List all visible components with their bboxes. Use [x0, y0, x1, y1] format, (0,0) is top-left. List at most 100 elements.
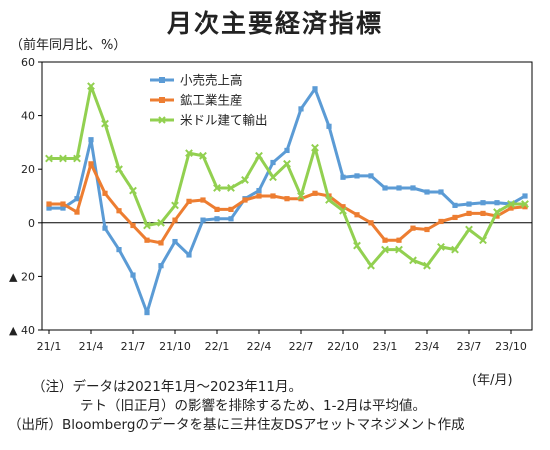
- data-point-marker: [466, 210, 472, 217]
- data-point-marker: [367, 261, 375, 270]
- data-point-marker: [451, 245, 459, 254]
- data-point-marker: [284, 196, 290, 202]
- data-point-marker: [143, 221, 151, 230]
- x-tick-label: 23/1: [373, 340, 398, 353]
- data-point-marker: [438, 189, 444, 195]
- x-tick-label: 22/10: [327, 340, 359, 353]
- data-point-marker: [297, 192, 305, 200]
- data-point-marker: [465, 225, 473, 234]
- data-point-marker: [73, 154, 81, 163]
- data-point-marker: [115, 165, 123, 174]
- data-point-marker: [522, 204, 528, 210]
- data-point-marker: [354, 173, 360, 179]
- x-tick-label: 23/7: [457, 340, 482, 353]
- data-point-marker: [452, 202, 458, 208]
- data-point-marker: [396, 237, 402, 243]
- data-point-marker: [326, 123, 332, 129]
- data-point-marker: [116, 247, 122, 253]
- data-point-marker: [410, 225, 416, 231]
- data-point-marker: [46, 205, 52, 211]
- x-tick-label: 22/7: [289, 340, 314, 353]
- data-point-marker: [158, 240, 164, 246]
- plot-area-frame: [41, 61, 533, 331]
- legend-label: 米ドル建て輸出: [180, 113, 268, 128]
- y-tick-label: 20: [21, 163, 35, 176]
- data-point-marker: [60, 201, 66, 207]
- data-point-marker: [200, 197, 206, 203]
- data-point-marker: [213, 184, 221, 192]
- note-source: （出所）Bloombergのデータを基に三井住友DSアセットマネジメント作成: [8, 417, 465, 433]
- data-point-marker: [494, 213, 500, 219]
- data-point-marker: [452, 214, 458, 221]
- data-point-marker: [74, 196, 80, 202]
- legend-marker: [159, 77, 165, 83]
- data-point-marker: [144, 309, 150, 316]
- data-point-marker: [466, 201, 472, 207]
- data-point-marker: [158, 263, 164, 269]
- data-point-marker: [186, 198, 192, 204]
- data-point-marker: [101, 119, 109, 128]
- footnotes: （注）データは2021年1月～2023年11月。 テト（旧正月）の影響を排除する…: [8, 378, 548, 435]
- data-point-marker: [312, 190, 318, 196]
- data-point-marker: [507, 200, 515, 208]
- x-tick-label: 21/7: [121, 340, 146, 353]
- data-point-marker: [339, 206, 347, 215]
- x-tick-label: 21/1: [37, 340, 62, 353]
- data-point-marker: [396, 185, 402, 191]
- y-tick-label: 60: [21, 56, 35, 69]
- data-point-marker: [185, 149, 193, 158]
- data-point-marker: [102, 190, 108, 196]
- data-point-marker: [283, 159, 291, 168]
- data-point-marker: [368, 173, 374, 179]
- data-point-marker: [410, 185, 416, 191]
- data-point-marker: [395, 245, 403, 254]
- data-point-marker: [522, 193, 528, 199]
- legend-marker: [158, 116, 166, 124]
- data-point-marker: [144, 237, 150, 243]
- data-point-marker: [298, 106, 304, 112]
- x-axis-unit-label: (年/月): [472, 373, 513, 388]
- data-point-marker: [480, 200, 486, 206]
- data-point-marker: [311, 143, 319, 152]
- data-point-marker: [493, 208, 501, 216]
- data-point-marker: [381, 245, 389, 254]
- data-point-marker: [255, 151, 263, 160]
- data-point-marker: [157, 218, 165, 227]
- data-point-marker: [423, 261, 431, 270]
- data-point-marker: [270, 193, 276, 199]
- data-point-marker: [284, 147, 290, 154]
- data-point-marker: [60, 205, 66, 211]
- legend-label: 小売売上高: [180, 73, 243, 88]
- data-point-marker: [172, 217, 178, 223]
- data-point-marker: [340, 204, 346, 210]
- x-tick-label: 22/4: [247, 340, 272, 353]
- data-point-marker: [129, 186, 137, 195]
- data-point-marker: [438, 218, 444, 225]
- data-point-marker: [353, 241, 361, 250]
- data-point-marker: [171, 201, 179, 210]
- data-point-marker: [199, 151, 207, 160]
- data-point-marker: [409, 256, 417, 265]
- data-point-marker: [228, 216, 234, 222]
- data-point-marker: [130, 272, 136, 278]
- x-tick-label: 21/10: [159, 340, 191, 353]
- data-point-marker: [354, 212, 360, 218]
- data-point-marker: [228, 206, 234, 212]
- data-point-marker: [270, 159, 276, 166]
- chart-title: 月次主要経済指標: [166, 9, 383, 38]
- x-tick-label: 21/4: [79, 340, 104, 353]
- data-point-marker: [214, 206, 220, 212]
- legend-label: 鉱工業生産: [180, 93, 243, 108]
- data-point-marker: [480, 210, 486, 217]
- data-point-marker: [46, 201, 52, 207]
- data-point-marker: [200, 217, 206, 223]
- data-point-marker: [382, 237, 388, 243]
- data-point-marker: [494, 200, 500, 206]
- y-tick-label: ▲ 40: [9, 324, 35, 337]
- data-point-marker: [521, 200, 529, 208]
- data-point-marker: [298, 196, 304, 202]
- note-data-period: （注）データは2021年1月～2023年11月。: [32, 379, 302, 395]
- note-tet-adjustment: テト（旧正月）の影響を排除するため、1-2月は平均値。: [80, 398, 427, 414]
- data-point-marker: [227, 184, 235, 192]
